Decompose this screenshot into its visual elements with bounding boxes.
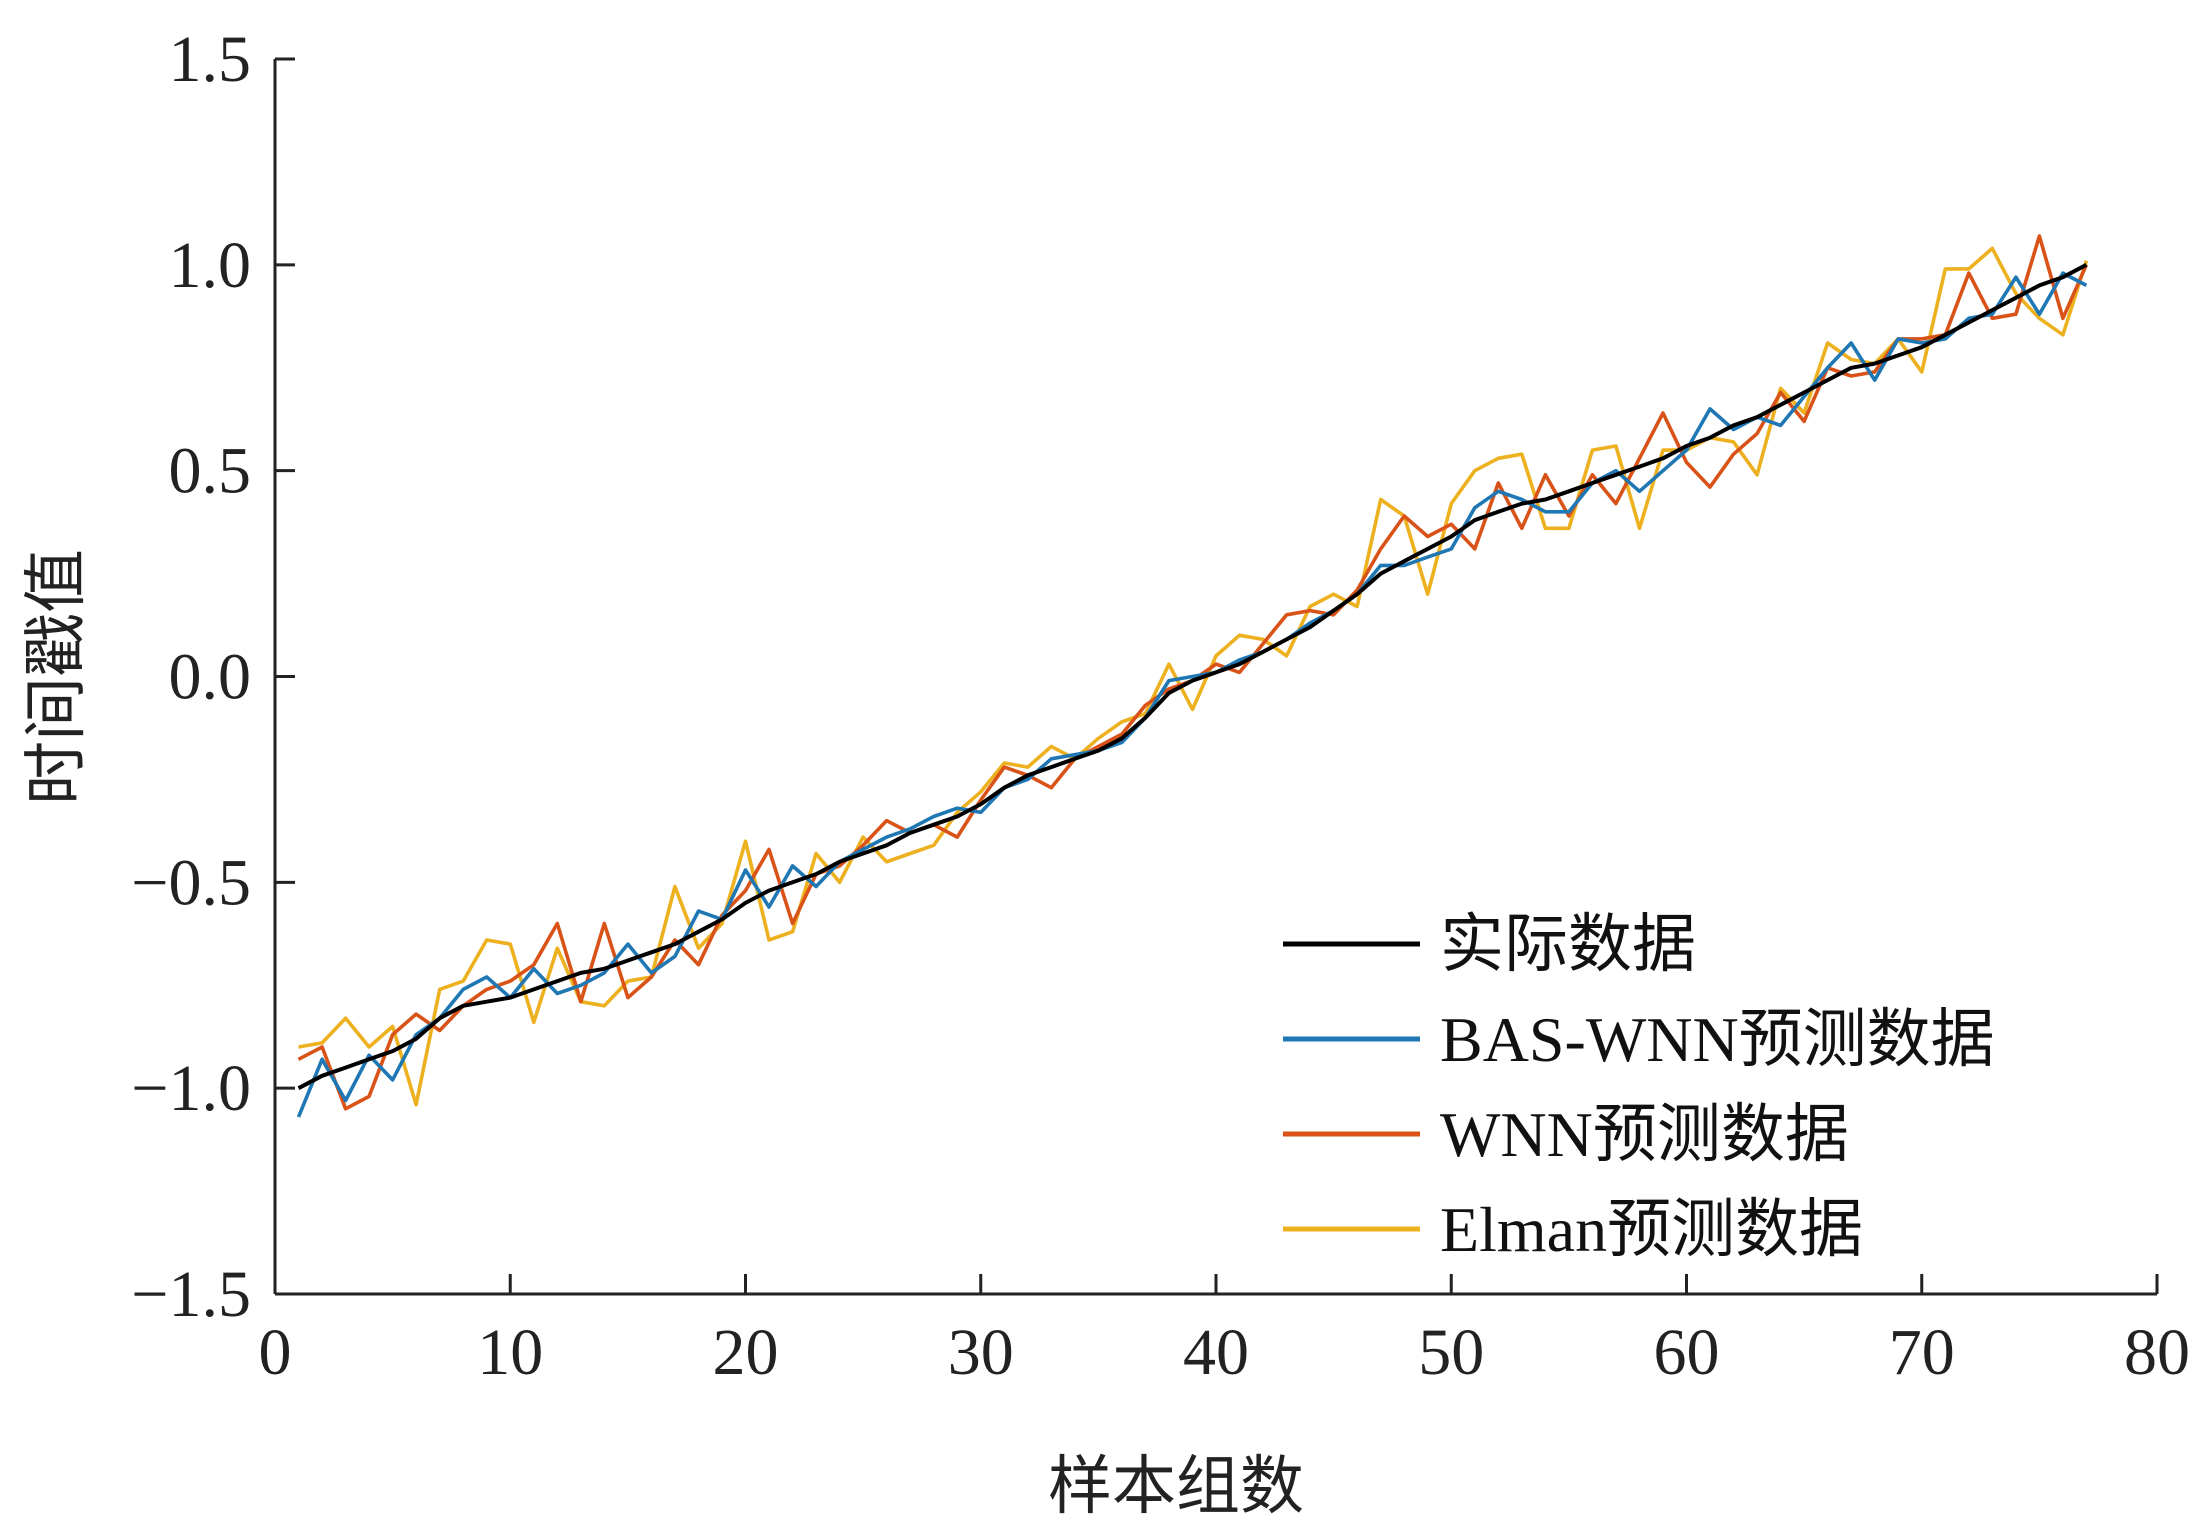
series-line-3: [298, 246, 2089, 1107]
series-line-0: [297, 263, 2088, 1090]
x-tick-label: 30: [948, 1316, 1014, 1389]
y-tick-label: 0.0: [169, 641, 252, 714]
y-tick-label: 1.5: [169, 23, 252, 96]
x-tick-label: 60: [1654, 1316, 1720, 1389]
legend-label: BAS-WNN预测数据: [1440, 1004, 1995, 1075]
x-tick-label: 40: [1183, 1316, 1249, 1389]
y-tick-label: 1.0: [169, 229, 252, 302]
x-tick-label: 80: [2124, 1316, 2190, 1389]
y-tick-label: −1.0: [131, 1052, 251, 1125]
x-tick-label: 20: [713, 1316, 779, 1389]
series-line-1: [296, 271, 2088, 1118]
x-tick-label: 50: [1418, 1316, 1484, 1389]
legend: 实际数据 BAS-WNN预测数据 WNN预测数据 Elman预测数据: [1283, 909, 1995, 1265]
x-tick-label: 10: [477, 1316, 543, 1389]
legend-label: WNN预测数据: [1440, 1099, 1849, 1170]
y-tick-label: 0.5: [169, 435, 252, 508]
y-tick-label: −0.5: [131, 846, 251, 919]
x-axis-ticks: 0 10 20 30 40 50 60 70 80: [259, 1274, 2190, 1389]
axes: [273, 59, 2157, 1296]
legend-label: Elman预测数据: [1440, 1194, 1863, 1265]
legend-label: 实际数据: [1440, 909, 1696, 980]
y-axis-title: 时间戳值: [20, 549, 94, 805]
y-axis-ticks: 1.5 1.0 0.5 0.0 −0.5 −1.0 −1.5: [131, 23, 295, 1331]
x-tick-label: 0: [259, 1316, 292, 1389]
x-tick-label: 70: [1889, 1316, 1955, 1389]
plot-area: [296, 234, 2089, 1118]
y-tick-label: −1.5: [131, 1258, 251, 1331]
x-axis-title: 样本组数: [1048, 1450, 1304, 1524]
